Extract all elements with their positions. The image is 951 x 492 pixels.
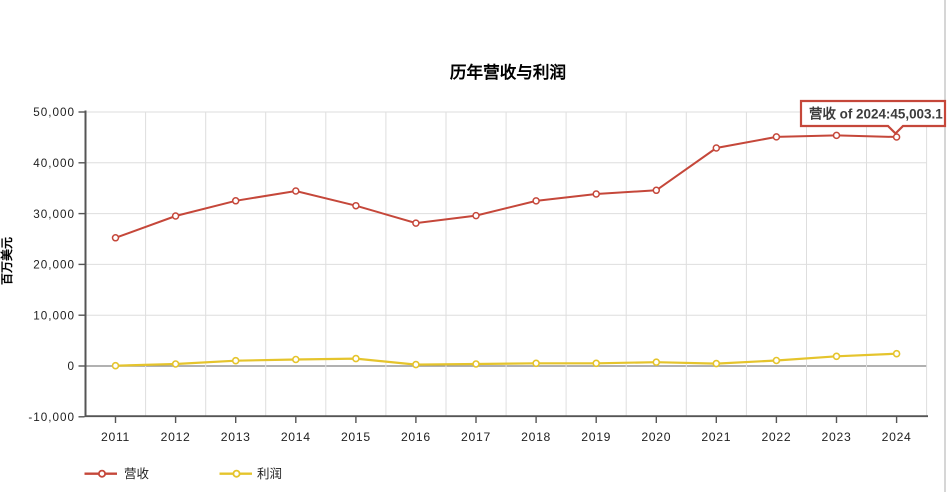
svg-text:2012: 2012	[161, 430, 191, 444]
svg-text:2017: 2017	[461, 430, 491, 444]
svg-text:历年营收与利润: 历年营收与利润	[450, 62, 566, 82]
svg-text:0: 0	[67, 360, 75, 373]
svg-text:2011: 2011	[101, 430, 130, 444]
svg-text:2022: 2022	[761, 430, 791, 444]
svg-text:2023: 2023	[822, 430, 852, 444]
svg-text:2024: 2024	[882, 430, 912, 444]
svg-text:2014: 2014	[281, 430, 311, 444]
svg-text:百万美元: 百万美元	[0, 237, 14, 285]
svg-text:2013: 2013	[221, 430, 251, 444]
svg-text:20,000: 20,000	[33, 259, 75, 272]
svg-text:2015: 2015	[341, 430, 371, 444]
svg-text:50,000: 50,000	[33, 106, 75, 119]
svg-text:营收: 营收	[124, 467, 150, 481]
svg-text:2020: 2020	[641, 430, 671, 444]
svg-text:10,000: 10,000	[33, 309, 75, 322]
svg-text:利润: 利润	[257, 467, 282, 481]
svg-text:30,000: 30,000	[33, 208, 75, 221]
svg-text:2019: 2019	[581, 430, 611, 444]
svg-text:-10,000: -10,000	[28, 411, 75, 424]
svg-text:40,000: 40,000	[33, 157, 75, 170]
svg-text:2018: 2018	[521, 430, 551, 444]
svg-text:营收 of 2024:45,003.1: 营收 of 2024:45,003.1	[809, 106, 943, 122]
svg-text:2016: 2016	[401, 430, 431, 444]
svg-text:2021: 2021	[701, 430, 731, 444]
